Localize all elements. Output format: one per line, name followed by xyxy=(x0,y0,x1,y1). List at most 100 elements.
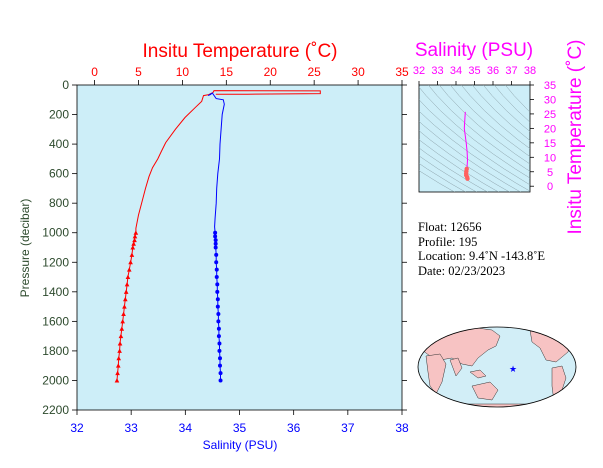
temperature-point xyxy=(121,311,126,316)
salinity-point xyxy=(213,238,218,243)
ts-top-tick-label: 35 xyxy=(468,65,480,77)
ts-right-tick-label: 20 xyxy=(544,123,556,135)
temperature-point xyxy=(130,245,136,250)
temperature-point xyxy=(132,237,137,243)
salinity-point xyxy=(216,319,221,324)
ts-top-tick-label: 34 xyxy=(450,65,462,77)
temperature-point xyxy=(124,282,130,287)
temperature-series xyxy=(114,90,321,383)
left-tick-label: 800 xyxy=(49,196,69,210)
temperature-point xyxy=(117,348,122,353)
temperature-point xyxy=(120,318,125,324)
bottom-tick-label: 37 xyxy=(341,421,355,435)
ts-right-tick-label: 0 xyxy=(547,181,553,193)
left-tick-label: 1800 xyxy=(42,344,69,358)
temperature-point xyxy=(125,274,131,280)
ts-right-tick-label: 35 xyxy=(544,80,556,92)
ts-top-tick-label: 37 xyxy=(505,65,517,77)
density-contour xyxy=(482,85,530,133)
contour-lines xyxy=(419,85,530,192)
left-tick-label: 200 xyxy=(49,108,69,122)
top-tick-label: 15 xyxy=(220,65,234,79)
top-tick-label: 5 xyxy=(135,65,142,79)
density-contour xyxy=(449,85,530,157)
temperature-point xyxy=(126,267,132,272)
density-contour xyxy=(460,85,530,150)
top-tick-label: 25 xyxy=(307,65,321,79)
temperature-point xyxy=(123,289,129,294)
salinity-point xyxy=(214,267,219,272)
salinity-point xyxy=(214,252,219,257)
ts-right-tick-label: 5 xyxy=(547,167,553,179)
salinity-point xyxy=(215,289,220,294)
salinity-point xyxy=(213,230,218,235)
density-contour xyxy=(419,163,466,192)
left-tick-label: 1000 xyxy=(42,226,69,240)
ts-plot-area xyxy=(418,84,531,193)
ts-series xyxy=(463,111,470,181)
profile-number: Profile: 195 xyxy=(418,234,478,249)
bottom-tick-label: 34 xyxy=(179,421,193,435)
left-tick-label: 1200 xyxy=(42,255,69,269)
salinity-series xyxy=(207,92,225,383)
temperature-point xyxy=(129,252,135,257)
ts-top-tick-label: 32 xyxy=(413,65,425,77)
temperature-point xyxy=(115,370,120,376)
temperature-point xyxy=(123,296,128,302)
salinity-point xyxy=(216,326,221,331)
density-contour xyxy=(493,85,530,123)
bottom-tick-label: 32 xyxy=(70,421,84,435)
temperature-point xyxy=(128,259,133,265)
salinity-point xyxy=(214,275,219,280)
density-contour xyxy=(419,155,477,192)
temperature-point xyxy=(122,304,127,309)
ts-right-tick-label: 15 xyxy=(544,138,556,150)
salinity-point xyxy=(217,341,222,346)
temperature-point xyxy=(133,230,139,235)
ts-right-axis-title: Insitu Temperature (˚C) xyxy=(565,40,586,235)
salinity-point xyxy=(213,245,218,250)
density-contour xyxy=(438,85,530,165)
density-contour xyxy=(419,130,510,192)
density-contour xyxy=(419,86,530,179)
left-tick-label: 1600 xyxy=(42,314,69,328)
salinity-point xyxy=(213,234,218,239)
left-axis-title: Pressure (decibar) xyxy=(18,199,32,298)
ts-right-tick-label: 30 xyxy=(544,94,556,106)
density-contour xyxy=(419,110,530,192)
density-contours xyxy=(419,85,530,192)
temperature-point xyxy=(131,241,136,246)
density-contour xyxy=(419,147,488,192)
salinity-point xyxy=(215,297,220,302)
ts-point xyxy=(465,176,470,181)
temperature-point xyxy=(116,355,122,361)
salinity-point xyxy=(218,371,223,376)
top-tick-label: 0 xyxy=(91,65,98,79)
density-contour xyxy=(419,121,521,192)
ts-right-tick-label: 10 xyxy=(544,152,556,164)
main-axes-ticks: 0 5 10 15 20 25 30 35 32 33 34 35 36 37 38 0 200 400 600 80… xyxy=(42,65,409,435)
density-contour xyxy=(419,99,530,186)
ts-top-tick-label: 38 xyxy=(524,65,536,77)
map-outline xyxy=(417,326,577,408)
left-tick-label: 0 xyxy=(62,78,69,92)
density-contour xyxy=(427,85,530,172)
bottom-tick-label: 35 xyxy=(233,421,247,435)
salinity-point xyxy=(218,356,222,361)
salinity-point xyxy=(216,334,221,339)
salinity-point xyxy=(215,282,220,287)
temperature-point xyxy=(115,363,121,368)
temperature-point xyxy=(114,378,120,383)
temperature-point xyxy=(119,326,125,331)
ts-top-tick-label: 36 xyxy=(487,65,499,77)
ts-axes-ticks: 32 33 34 35 36 37 38 0 5 10 15 20 25 30 35 xyxy=(413,65,556,193)
top-axis-title: Insitu Temperature (˚C) xyxy=(143,41,338,62)
main-plot-area xyxy=(76,84,403,411)
density-contour xyxy=(419,139,499,192)
float-info-block: Float: 12656 Profile: 195 Location: 9.4˚… xyxy=(418,220,545,278)
bottom-tick-label: 33 xyxy=(124,421,138,435)
density-contour xyxy=(471,85,530,141)
bottom-tick-label: 36 xyxy=(287,421,301,435)
salinity-point xyxy=(217,348,222,353)
